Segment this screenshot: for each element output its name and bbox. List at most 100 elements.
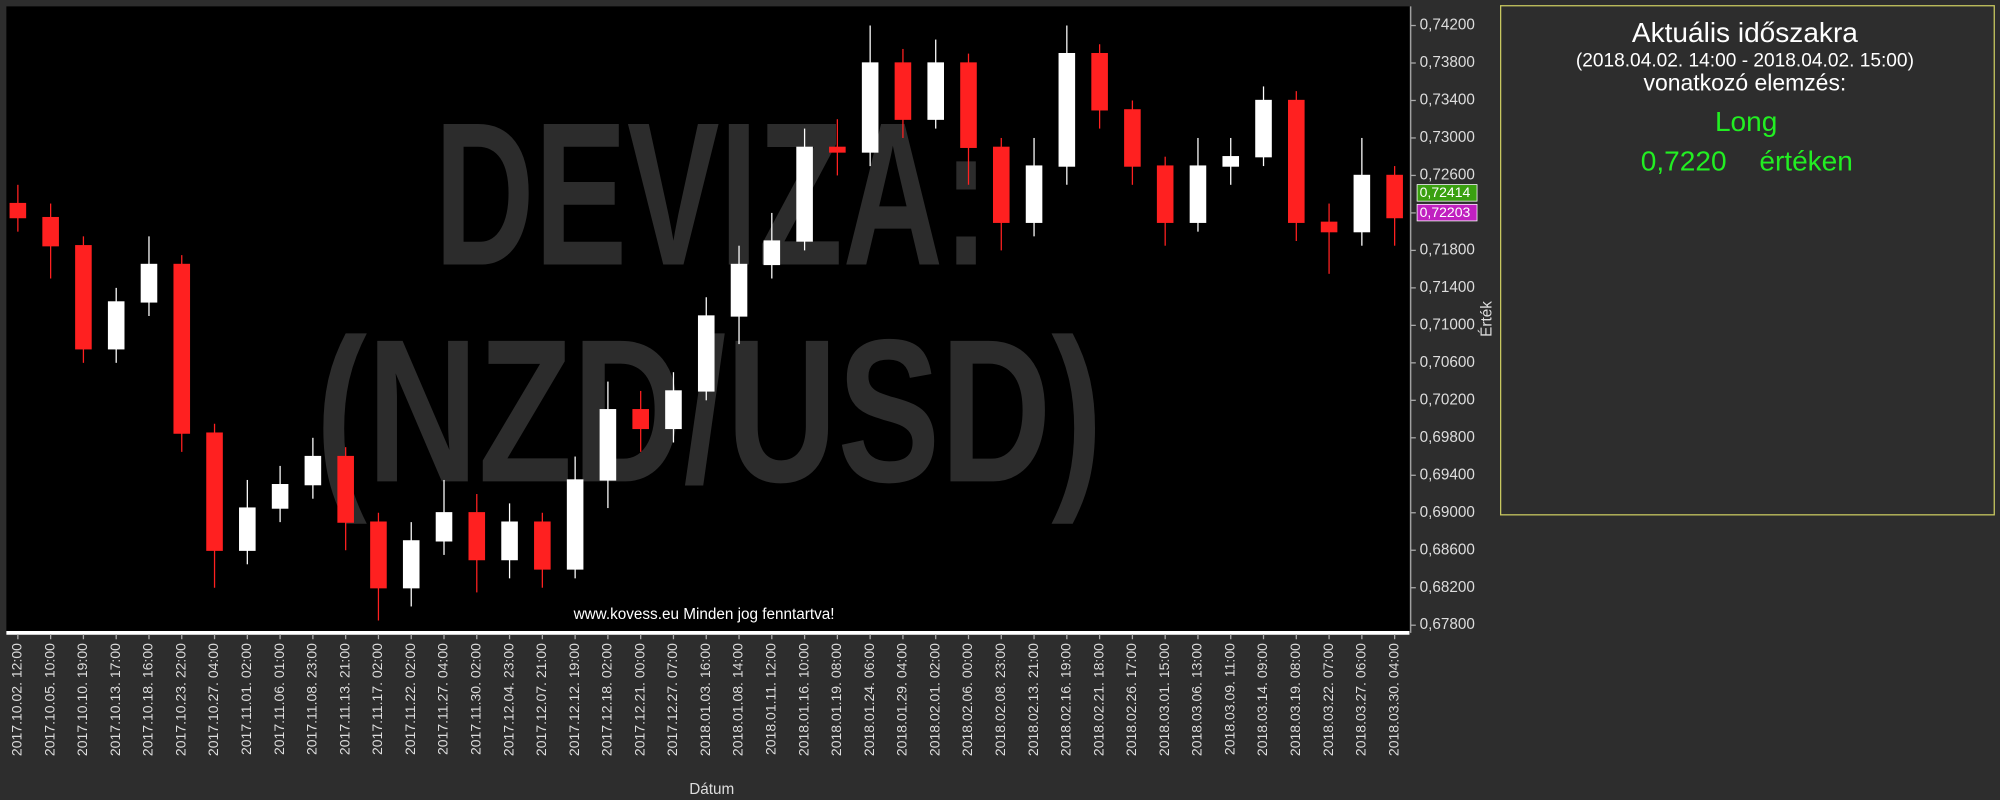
y-tick-label: 0,68600 <box>1420 541 1475 558</box>
candle-body <box>173 263 191 434</box>
y-tick-label: 0,72600 <box>1420 166 1475 183</box>
candle-body <box>1386 174 1403 219</box>
x-tick-label: 2017.12.12. 19:00 <box>566 643 582 756</box>
y-tick-label: 0,73800 <box>1420 54 1475 71</box>
y-axis-label: Érték <box>1478 301 1495 337</box>
x-tick-label: 2017.11.30. 02:00 <box>467 643 483 755</box>
candle-body <box>894 62 912 120</box>
x-tick-label: 2018.02.16. 19:00 <box>1058 643 1074 756</box>
x-tick-label: 2018.01.08. 14:00 <box>730 643 746 756</box>
candle-body <box>435 512 453 542</box>
analysis-panel <box>1500 5 1995 516</box>
x-tick-label: 2018.03.09. 11:00 <box>1221 643 1237 755</box>
price-tag <box>1416 184 1478 202</box>
copyright: www.kovess.eu Minden jog fenntartva! <box>573 606 835 623</box>
x-tick-label: 2018.03.19. 08:00 <box>1287 643 1303 756</box>
x-tick-label: 2017.12.21. 00:00 <box>631 643 647 756</box>
x-tick-label: 2017.10.23. 22:00 <box>172 643 188 756</box>
candle-body <box>75 245 92 350</box>
candle-body <box>861 62 879 153</box>
candle-body <box>337 455 354 523</box>
x-tick-label: 2017.11.22. 02:00 <box>402 643 418 755</box>
candle-body <box>402 540 420 589</box>
x-axis-label: Dátum <box>689 781 734 798</box>
y-tick-label: 0,73400 <box>1420 92 1475 109</box>
candle-body <box>42 216 59 247</box>
x-tick-label: 2017.10.27. 04:00 <box>205 643 221 756</box>
candle-body <box>107 301 125 350</box>
candle-body <box>1255 99 1272 158</box>
price-tag <box>1416 203 1478 222</box>
candle-body <box>1124 109 1141 167</box>
candle-body <box>1025 165 1043 223</box>
panel-period: (2018.04.02. 14:00 - 2018.04.02. 15:00) <box>1576 50 1914 71</box>
x-tick-label: 2018.03.30. 04:00 <box>1385 643 1401 756</box>
x-tick-label: 2017.10.13. 17:00 <box>107 643 123 756</box>
x-tick-label: 2017.11.27. 04:00 <box>435 643 451 755</box>
panel-price: 0,7220 <box>1641 146 1727 177</box>
x-tick-label: 2018.02.06. 00:00 <box>959 643 975 756</box>
x-tick-label: 2018.01.19. 08:00 <box>828 643 844 756</box>
y-tick-label: 0,73000 <box>1420 129 1475 146</box>
x-tick-label: 2018.02.26. 17:00 <box>1123 643 1139 756</box>
x-tick-label: 2017.12.27. 07:00 <box>664 643 680 756</box>
x-tick-label: 2017.12.18. 02:00 <box>599 643 615 756</box>
x-tick-label: 2017.11.01. 02:00 <box>238 643 254 755</box>
candle-body <box>992 146 1010 223</box>
candle-body <box>1058 52 1076 167</box>
y-tick-label: 0,71400 <box>1420 279 1475 296</box>
candle-body <box>566 479 584 570</box>
candle-body <box>730 263 748 317</box>
x-tick-label: 2018.01.24. 06:00 <box>861 643 877 756</box>
candle-body <box>599 409 617 481</box>
y-tick-label: 0,74200 <box>1420 17 1475 34</box>
y-tick-label: 0,68200 <box>1420 579 1475 596</box>
y-tick-label: 0,69400 <box>1420 466 1475 483</box>
candle-body <box>697 315 715 392</box>
panel-signal: Long <box>1715 106 1777 137</box>
candle-body <box>1288 99 1305 223</box>
candle-body <box>271 484 289 509</box>
x-tick-label: 2018.03.27. 06:00 <box>1353 643 1369 756</box>
candle-body <box>370 521 387 589</box>
y-tick-label: 0,71000 <box>1420 316 1475 333</box>
candle-body <box>1189 165 1207 223</box>
panel-title: Aktuális időszakra <box>1632 17 1858 48</box>
candle-body <box>534 521 551 570</box>
x-tick-label: 2017.10.02. 12:00 <box>9 643 25 756</box>
candle-body <box>140 263 158 303</box>
x-tick-label: 2017.11.13. 21:00 <box>336 643 352 755</box>
x-tick-label: 2018.03.14. 09:00 <box>1254 643 1270 756</box>
candle-body <box>9 202 27 219</box>
x-tick-label: 2017.12.07. 21:00 <box>533 643 549 756</box>
candle-body <box>1091 52 1108 111</box>
y-tick-label: 0,69000 <box>1420 504 1475 521</box>
x-tick-label: 2018.03.22. 07:00 <box>1320 643 1336 756</box>
price-tag-label: 0,72203 <box>1420 204 1471 220</box>
x-tick-label: 2017.10.18. 16:00 <box>140 643 156 756</box>
candle-body <box>239 507 256 551</box>
x-tick-label: 2018.01.03. 16:00 <box>697 643 713 756</box>
x-tick-label: 2018.01.16. 10:00 <box>795 643 811 756</box>
x-tick-label: 2018.03.01. 15:00 <box>1156 643 1172 756</box>
candle-body <box>960 62 977 148</box>
x-tick-label: 2018.01.11. 12:00 <box>763 643 779 755</box>
x-tick-label: 2018.02.08. 23:00 <box>992 643 1008 756</box>
y-tick-label: 0,69800 <box>1420 429 1475 446</box>
candle-body <box>501 521 518 561</box>
x-tick-label: 2017.10.10. 19:00 <box>74 643 90 756</box>
x-tick-label: 2018.02.01. 02:00 <box>926 643 942 756</box>
candle-body <box>468 512 486 561</box>
x-tick-label: 2018.02.13. 21:00 <box>1025 643 1041 756</box>
candle-body <box>1156 165 1174 223</box>
candle-body <box>829 146 846 153</box>
candle-body <box>796 146 813 242</box>
candle-body <box>763 240 781 266</box>
x-tick-label: 2018.03.06. 13:00 <box>1189 643 1205 756</box>
panel-subtitle: vonatkozó elemzés: <box>1643 69 1846 95</box>
x-tick-label: 2017.12.04. 23:00 <box>500 643 516 756</box>
candle-body <box>206 432 223 551</box>
candle-body <box>927 62 945 120</box>
x-tick-label: 2017.11.08. 23:00 <box>304 643 320 755</box>
candle-body <box>632 409 649 430</box>
